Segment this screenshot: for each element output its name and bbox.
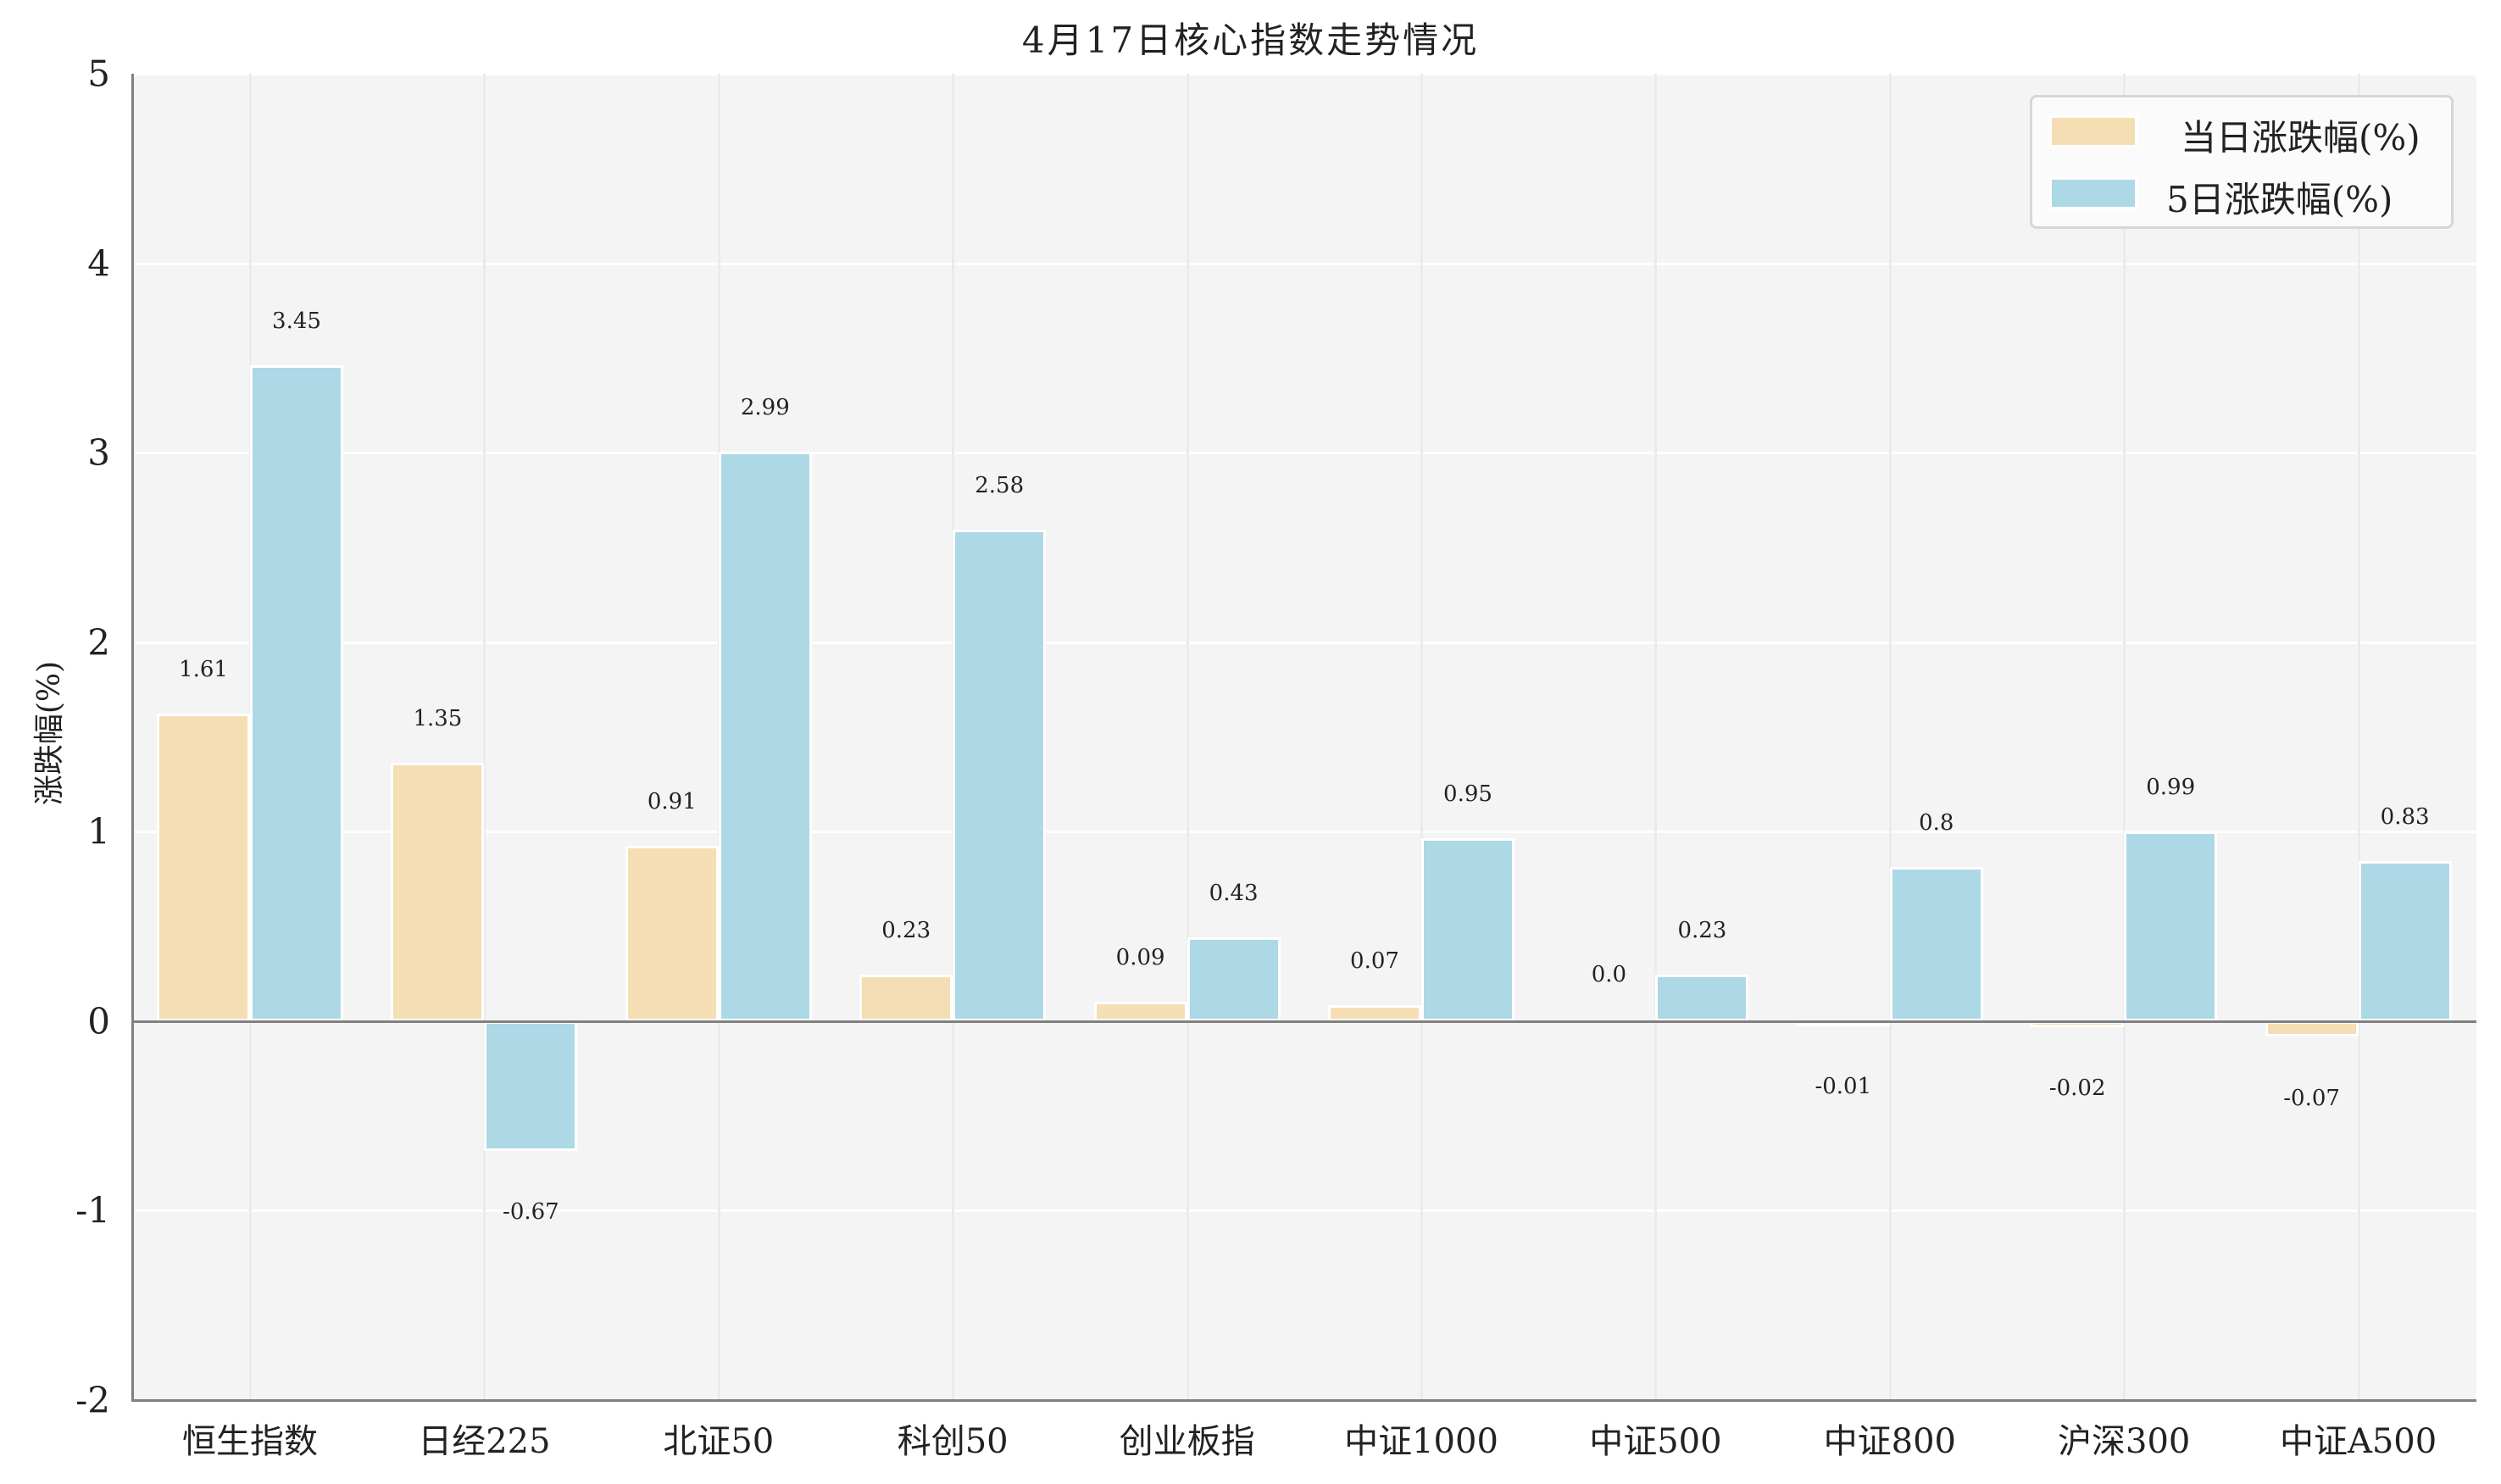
bar-5day-change — [2124, 831, 2218, 1021]
gridline-vertical — [1888, 74, 1892, 1400]
data-label: -0.01 — [1815, 1074, 1872, 1100]
gridline-vertical — [1654, 74, 1658, 1400]
x-tick-label: 科创50 — [897, 1422, 1009, 1461]
gridline-horizontal — [133, 641, 2476, 644]
x-tick-label: 中证500 — [1589, 1422, 1722, 1461]
data-label: -0.02 — [2048, 1075, 2106, 1102]
x-axis-spine — [131, 1399, 2476, 1402]
gridline-horizontal — [133, 262, 2476, 265]
y-axis-spine — [131, 74, 134, 1402]
gridline-vertical — [1420, 74, 1423, 1400]
bar-daily-change — [625, 846, 719, 1021]
plot-area — [133, 74, 2476, 1400]
gridline-horizontal — [133, 831, 2476, 834]
legend-item-5day — [2049, 176, 2137, 210]
bar-5day-change — [250, 364, 343, 1021]
legend-label-5day: 5日涨跌幅(%) — [2166, 179, 2393, 220]
data-label: -0.07 — [2283, 1085, 2340, 1111]
bar-daily-change — [157, 713, 250, 1021]
x-tick-label: 恒生指数 — [182, 1422, 318, 1461]
data-label: 0.07 — [1350, 948, 1399, 975]
bar-daily-change — [859, 975, 953, 1021]
zero-line — [133, 1020, 2476, 1023]
x-tick-label: 中证A500 — [2279, 1422, 2437, 1461]
bar-5day-change — [1187, 937, 1281, 1021]
bar-5day-change — [1421, 838, 1514, 1021]
bar-5day-change — [1655, 975, 1749, 1021]
y-tick-label: 2 — [87, 621, 110, 664]
y-tick-label: 1 — [87, 810, 110, 853]
legend: 当日涨跌幅(%) 5日涨跌幅(%) — [2030, 95, 2454, 229]
data-label: 0.0 — [1591, 961, 1627, 987]
y-tick-label: 5 — [87, 53, 110, 95]
data-label: 0.43 — [1209, 880, 1259, 906]
y-axis-label: 涨跌幅(%) — [32, 660, 67, 806]
data-label: 0.23 — [1677, 918, 1727, 944]
bar-5day-change — [1889, 867, 1983, 1021]
gridline-vertical — [1186, 74, 1189, 1400]
bar-daily-change — [1328, 1005, 1421, 1021]
gridline-vertical — [2123, 74, 2126, 1400]
y-tick-label: 3 — [87, 431, 110, 474]
legend-label-daily: 当日涨跌幅(%) — [2181, 117, 2420, 158]
y-tick-label: -2 — [75, 1379, 110, 1421]
data-label: 0.91 — [647, 789, 697, 815]
data-label: 0.83 — [2380, 804, 2430, 831]
data-label: 1.35 — [413, 706, 463, 732]
bar-5day-change — [2358, 861, 2452, 1021]
x-tick-label: 中证800 — [1823, 1422, 1956, 1461]
legend-item-daily — [2049, 114, 2137, 148]
data-label: 0.95 — [1443, 781, 1492, 808]
x-tick-label: 北证50 — [663, 1422, 775, 1461]
gridline-horizontal — [133, 452, 2476, 455]
data-label: 0.8 — [1919, 810, 1954, 836]
data-label: 0.23 — [881, 918, 931, 944]
bar-5day-change — [484, 1020, 578, 1151]
y-tick-label: 0 — [87, 1000, 110, 1042]
chart-title: 4月17日核心指数走势情况 — [1021, 19, 1480, 61]
data-label: 0.99 — [2146, 774, 2196, 800]
bar-daily-change — [2265, 1020, 2359, 1037]
gridline-vertical — [483, 74, 486, 1400]
x-tick-label: 中证1000 — [1344, 1422, 1498, 1461]
data-label: -0.67 — [503, 1198, 559, 1225]
x-tick-label: 沪深300 — [2058, 1422, 2191, 1461]
x-tick-label: 日经225 — [418, 1422, 551, 1461]
bar-5day-change — [953, 530, 1047, 1021]
legend-swatch-5day — [2049, 177, 2137, 209]
legend-swatch-daily — [2049, 115, 2137, 147]
y-tick-label: -1 — [75, 1189, 110, 1231]
bar-5day-change — [718, 452, 812, 1021]
data-label: 2.99 — [740, 395, 790, 421]
bar-daily-change — [391, 763, 485, 1021]
gridline-vertical — [2357, 74, 2360, 1400]
data-label: 1.61 — [179, 656, 228, 682]
data-label: 0.09 — [1115, 944, 1165, 970]
x-tick-label: 创业板指 — [1119, 1422, 1255, 1461]
y-tick-label: 4 — [87, 242, 110, 285]
bar-daily-change — [1093, 1001, 1187, 1021]
gridline-horizontal — [133, 1209, 2476, 1213]
data-label: 3.45 — [272, 308, 321, 334]
gridline-horizontal — [133, 73, 2476, 75]
data-label: 2.58 — [975, 473, 1025, 499]
